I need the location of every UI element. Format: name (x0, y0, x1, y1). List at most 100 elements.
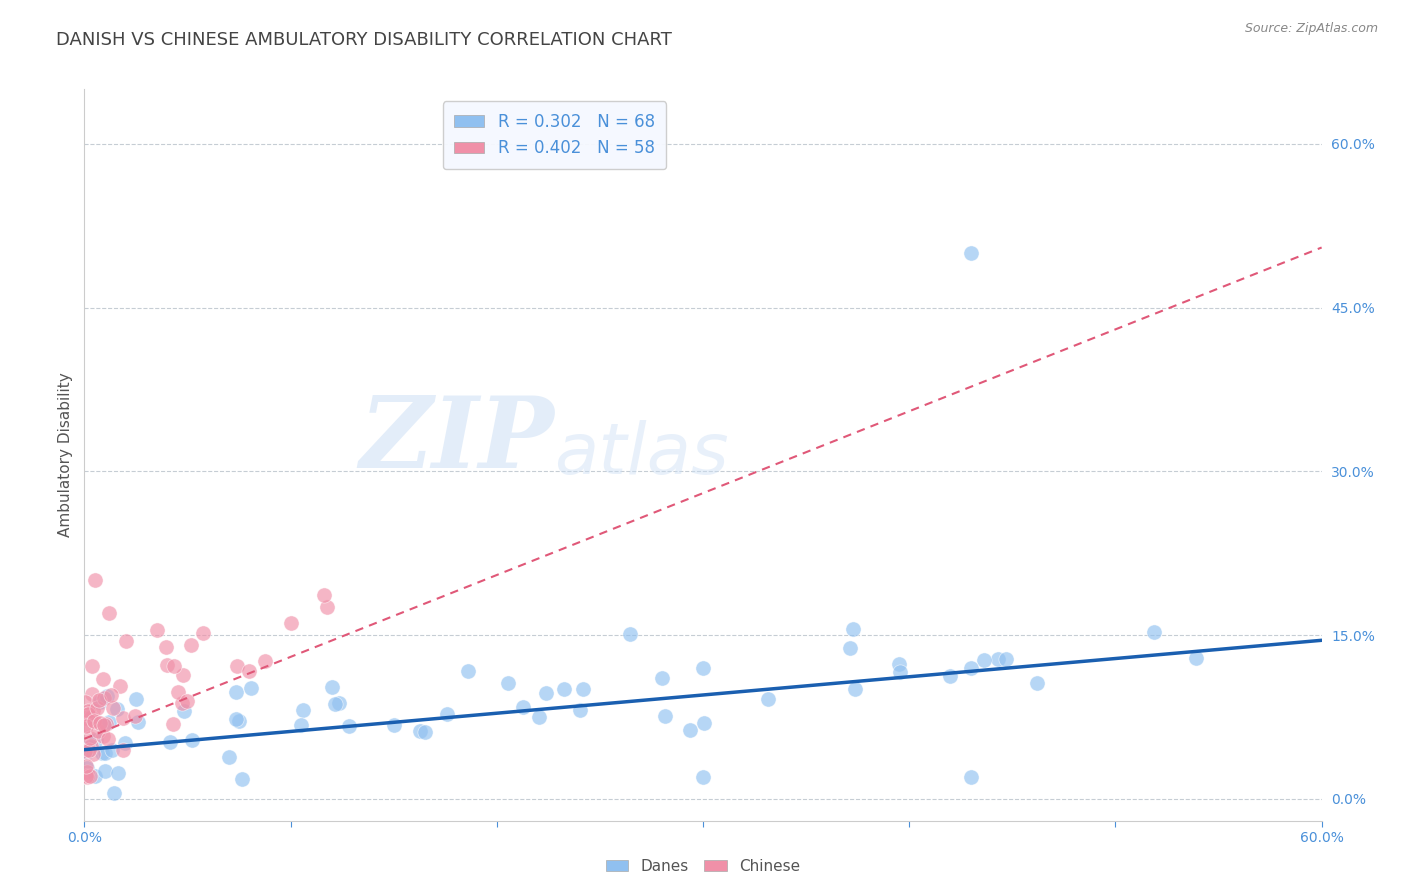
Point (413, 725, 436, 739)
Point (692, 770, 714, 784)
Point (756, 692, 779, 706)
Point (114, 633, 136, 648)
Point (238, 664, 260, 678)
Point (167, 685, 190, 699)
Point (290, 718, 312, 732)
Point (103, 700, 125, 714)
Point (496, 676, 519, 690)
Legend: R = 0.302   N = 68, R = 0.402   N = 58: R = 0.302 N = 68, R = 0.402 N = 58 (443, 101, 666, 169)
Point (93, 690, 115, 705)
Y-axis label: Ambulatory Disability: Ambulatory Disability (58, 373, 73, 537)
Point (225, 684, 247, 698)
Point (103, 786, 125, 800)
Point (384, 718, 406, 732)
Point (96, 717, 118, 731)
Point (91, 729, 114, 743)
Point (323, 697, 346, 711)
Point (76, 761, 98, 775)
Point (83, 574, 105, 588)
Point (960, 246, 983, 260)
Point (973, 653, 995, 667)
Point (93, 717, 115, 731)
Point (170, 696, 193, 710)
Point (457, 665, 479, 679)
Point (938, 668, 960, 682)
Point (97, 731, 120, 746)
Point (87, 692, 110, 706)
Point (101, 743, 124, 757)
Point (114, 736, 136, 750)
Point (125, 691, 148, 706)
Point (960, 770, 983, 784)
Point (569, 703, 592, 717)
Point (172, 668, 194, 682)
Point (91, 746, 114, 760)
Point (94, 746, 117, 760)
Point (111, 711, 134, 725)
Point (291, 703, 314, 717)
Point (77, 743, 100, 757)
Point (162, 717, 184, 731)
Point (98, 606, 121, 620)
Point (100, 688, 122, 702)
Point (73, 744, 96, 758)
Point (253, 653, 276, 667)
Point (159, 735, 181, 749)
Point (97, 714, 120, 729)
Point (316, 599, 339, 614)
Point (83, 714, 105, 728)
Point (328, 697, 350, 711)
Point (89, 695, 111, 709)
Point (176, 694, 198, 708)
Point (572, 682, 595, 697)
Point (76, 739, 98, 754)
Point (679, 723, 702, 737)
Point (79, 731, 101, 745)
Point (82, 747, 104, 762)
Point (83, 713, 105, 727)
Point (692, 661, 714, 675)
Legend: Danes, Chinese: Danes, Chinese (599, 853, 807, 880)
Point (225, 659, 247, 673)
Point (156, 658, 179, 673)
Point (75, 718, 97, 732)
Point (76, 745, 98, 759)
Point (692, 716, 714, 731)
Point (84, 733, 107, 747)
Point (529, 710, 551, 724)
Point (96, 689, 118, 703)
Point (73, 711, 96, 725)
Text: Source: ZipAtlas.com: Source: ZipAtlas.com (1244, 22, 1378, 36)
Point (887, 657, 910, 671)
Point (76, 770, 98, 784)
Point (82, 703, 104, 717)
Point (84, 769, 107, 783)
Point (75, 769, 97, 783)
Point (124, 708, 146, 723)
Point (77, 704, 100, 718)
Point (231, 772, 253, 786)
Point (155, 640, 177, 654)
Point (82, 687, 104, 701)
Point (436, 707, 458, 722)
Point (86, 701, 108, 715)
Point (79, 739, 101, 753)
Point (75, 719, 97, 733)
Point (76, 707, 98, 722)
Point (145, 623, 167, 637)
Point (180, 733, 202, 747)
Point (321, 680, 343, 694)
Point (173, 704, 195, 718)
Point (191, 625, 214, 640)
Point (180, 638, 202, 652)
Point (89, 715, 111, 730)
Text: atlas: atlas (554, 420, 730, 490)
Point (93, 673, 115, 687)
Point (111, 743, 134, 757)
Point (75, 695, 97, 709)
Point (75, 759, 97, 773)
Point (76, 764, 98, 779)
Point (337, 719, 360, 733)
Point (79, 769, 101, 783)
Point (960, 661, 983, 675)
